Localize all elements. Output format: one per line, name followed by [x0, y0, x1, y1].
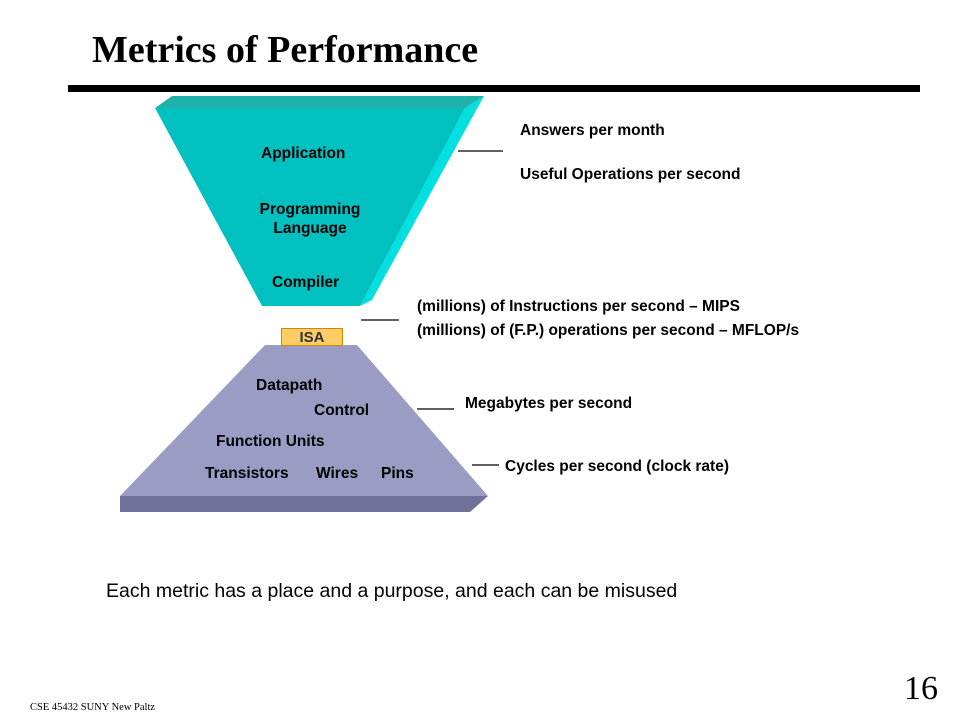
slide-title: Metrics of Performance [92, 29, 479, 71]
compiler-label: Compiler [272, 274, 340, 291]
page-number: 16 [904, 670, 938, 707]
programming-line-2: Language [273, 219, 347, 237]
metric-mflops: (millions) of (F.P.) operations per seco… [417, 322, 800, 339]
wires-label: Wires [316, 465, 359, 482]
transistors-label: Transistors [205, 465, 289, 482]
pins-label: Pins [381, 465, 414, 482]
programming-language-label: Programming Language [240, 201, 380, 238]
metric-useful-ops: Useful Operations per second [520, 166, 741, 183]
footer-text: CSE 45432 SUNY New Paltz [30, 702, 156, 713]
upper-funnel-top-edge [155, 96, 484, 108]
metric-mips: (millions) of Instructions per second – … [417, 298, 740, 315]
function-units-label: Function Units [216, 433, 325, 450]
summary-text: Each metric has a place and a purpose, a… [106, 580, 678, 602]
programming-line-1: Programming [259, 201, 361, 218]
metric-megabytes: Megabytes per second [465, 395, 633, 412]
isa-box: ISA [281, 328, 343, 346]
metric-answers: Answers per month [520, 122, 665, 139]
title-underline [68, 85, 920, 92]
upper-funnel-face [155, 108, 465, 306]
control-label: Control [314, 402, 370, 419]
lower-pyramid-base [120, 496, 488, 512]
application-label: Application [261, 145, 346, 162]
lower-pyramid-face [120, 345, 488, 496]
datapath-label: Datapath [256, 377, 323, 394]
upper-funnel-side [360, 96, 484, 306]
metric-cycles: Cycles per second (clock rate) [505, 458, 729, 475]
